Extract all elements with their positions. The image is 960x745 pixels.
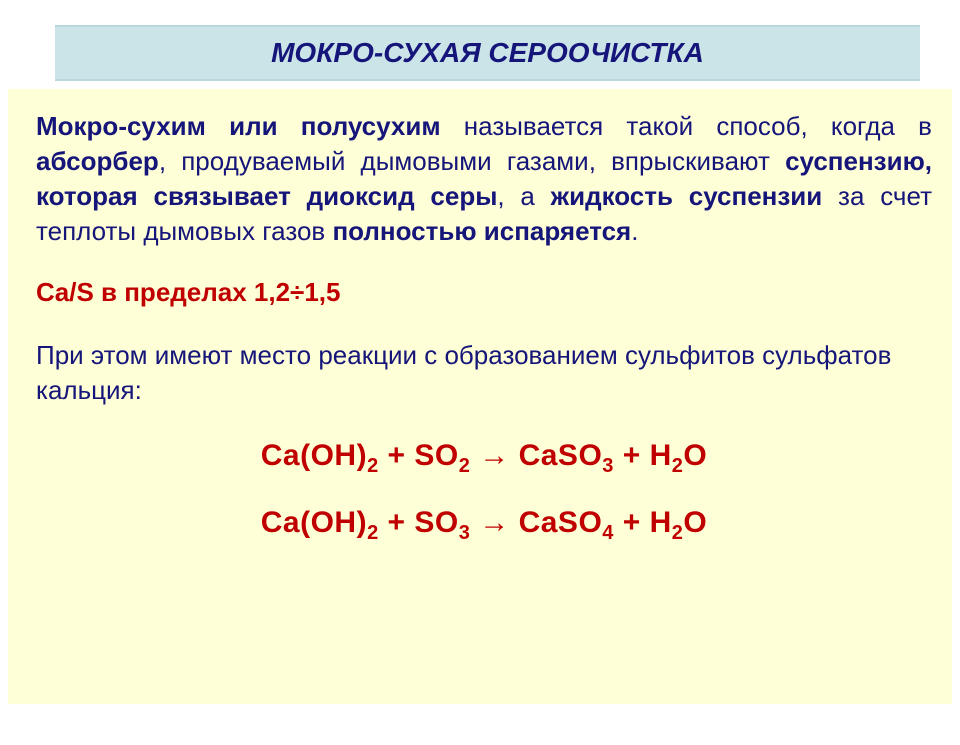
eq1-reactant1-sub: 2 [367, 455, 379, 477]
slide: МОКРО-СУХАЯ СЕРООЧИСТКА Мокро-сухим или … [0, 25, 960, 745]
eq2-plus2: + [614, 506, 650, 539]
ca-s-ratio: Ca/S в пределах 1,2÷1,5 [36, 277, 932, 308]
eq2-product2: H [650, 506, 672, 539]
definition-paragraph: Мокро-сухим или полусухим называется так… [36, 109, 932, 249]
eq1-product1-sub: 3 [602, 455, 614, 477]
eq2-product2-tail: O [683, 506, 707, 539]
eq1-plus1: + [379, 439, 415, 472]
term-suspension-liquid: жидкость суспензии [551, 181, 823, 211]
eq1-reactant1: Ca(OH) [261, 439, 367, 472]
title-bar: МОКРО-СУХАЯ СЕРООЧИСТКА [55, 25, 920, 81]
eq2-product1-sub: 4 [602, 522, 614, 544]
eq2-plus1: + [379, 506, 415, 539]
equations-block: Ca(OH)2 + SO2 → CaSO3 + H2O Ca(OH)2 + SO… [36, 439, 932, 545]
text-fragment: называется такой способ, когда в [441, 111, 932, 141]
eq2-reactant1: Ca(OH) [261, 506, 367, 539]
equation-2: Ca(OH)2 + SO3 → CaSO4 + H2O [36, 506, 932, 545]
eq1-product2-tail: O [683, 439, 707, 472]
reaction-intro-text: При этом имеют место реакции с образован… [36, 338, 932, 408]
eq1-product1: CaSO [519, 439, 603, 472]
slide-title: МОКРО-СУХАЯ СЕРООЧИСТКА [271, 37, 704, 68]
ratio-suffix: 1,5 [304, 277, 340, 307]
ratio-divider-icon: ÷ [290, 277, 304, 307]
eq2-product2-sub: 2 [672, 522, 684, 544]
eq2-reactant1-sub: 2 [367, 522, 379, 544]
term-absorber: абсорбер [36, 146, 159, 176]
ratio-prefix: Ca/S в пределах 1,2 [36, 277, 290, 307]
eq2-reactant2: SO [414, 506, 458, 539]
eq1-arrow-icon: → [470, 439, 518, 472]
term-wet-dry: Мокро-сухим или полусухим [36, 111, 441, 141]
eq2-arrow-icon: → [470, 506, 518, 539]
eq1-reactant2: SO [414, 439, 458, 472]
content-box: Мокро-сухим или полусухим называется так… [8, 89, 952, 704]
eq2-product1: CaSO [519, 506, 603, 539]
eq1-reactant2-sub: 2 [459, 455, 471, 477]
text-fragment: , а [497, 181, 550, 211]
eq1-product2-sub: 2 [672, 455, 684, 477]
eq2-reactant2-sub: 3 [459, 522, 471, 544]
eq1-product2: H [650, 439, 672, 472]
text-fragment: . [631, 216, 638, 246]
eq1-plus2: + [614, 439, 650, 472]
text-fragment: , продуваемый дымовыми газами, впрыскива… [159, 146, 785, 176]
term-evaporates: полностью испаряется [332, 216, 631, 246]
equation-1: Ca(OH)2 + SO2 → CaSO3 + H2O [36, 439, 932, 478]
